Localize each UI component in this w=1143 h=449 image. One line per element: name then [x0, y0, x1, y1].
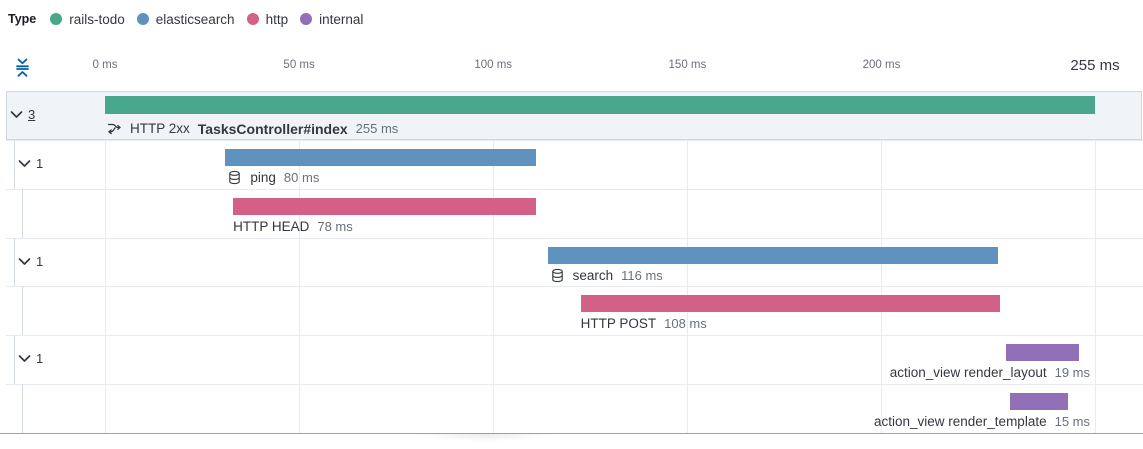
item-name: HTTP POST [580, 316, 657, 331]
row-separator [6, 384, 1143, 385]
row-separator [6, 140, 1143, 141]
row-separator [6, 335, 1143, 336]
accordion-guide-line [22, 384, 23, 433]
span-bar-search[interactable] [547, 247, 998, 264]
item-duration: 108 ms [664, 316, 707, 331]
chevron-down-icon [10, 110, 23, 118]
legend-dot [50, 13, 63, 25]
legend-item-label: internal [319, 11, 364, 27]
shadow-smudge [395, 434, 575, 444]
legend-item-label: rails-todo [69, 11, 125, 27]
legend-items: rails-todo elasticsearch http internal [50, 12, 363, 27]
item-duration: 80 ms [283, 170, 320, 185]
axis-tick-label: 50 ms [283, 59, 315, 71]
bar-label: action_view render_layout 19 ms [890, 364, 1090, 381]
bar-label: HTTP POST 108 ms [581, 315, 707, 332]
accordion-guide-line [22, 286, 23, 335]
item-name: action_view render_layout [889, 365, 1047, 380]
row-separator [6, 189, 1143, 190]
legend-dot [246, 13, 259, 25]
item-name: ping [250, 170, 276, 185]
bar-label: HTTP HEAD 78 ms [233, 218, 353, 235]
chevron-down-icon [18, 354, 31, 362]
legend-item-label: http [265, 11, 289, 27]
merge-icon [107, 123, 121, 135]
child-count: 1 [36, 155, 44, 171]
axis-tick-label: 150 ms [668, 59, 707, 71]
child-count: 1 [36, 253, 44, 269]
bar-label: search 116 ms [550, 267, 663, 284]
legend-dot [300, 13, 313, 25]
status-prefix: HTTP 2xx [130, 121, 190, 136]
axis-tick-label: 255 ms [1070, 57, 1120, 74]
expand-toggle[interactable]: 1 [18, 349, 43, 367]
span-bar-action-view-render-template[interactable] [1009, 393, 1068, 410]
accordion-guide-line [14, 335, 15, 384]
axis-tick-label: 0 ms [92, 59, 118, 71]
legend-item-label: elasticsearch [155, 11, 235, 27]
span-bar-ping[interactable] [225, 149, 536, 166]
item-name: TasksController#index [197, 120, 348, 137]
legend-dot [136, 13, 149, 25]
grid-line [105, 91, 106, 433]
grid-line [1095, 91, 1096, 433]
fold-vertical-icon [15, 58, 29, 77]
span-bar-action-view-render-layout[interactable] [1005, 344, 1080, 361]
collapse-all-button[interactable] [12, 58, 32, 78]
expand-toggle[interactable]: 1 [18, 252, 43, 270]
bar-label: action_view render_template 15 ms [874, 413, 1090, 430]
axis-tick-label: 100 ms [474, 59, 513, 71]
legend-item-rails-todo: rails-todo [50, 12, 125, 27]
child-count: 1 [36, 350, 44, 366]
grid-line [299, 91, 300, 433]
span-bar-http-post[interactable] [580, 295, 1000, 312]
row-separator [6, 286, 1143, 287]
expand-toggle[interactable]: 1 [18, 154, 43, 172]
chevron-down-icon [18, 159, 31, 167]
span-bar-http-head[interactable] [233, 198, 536, 215]
chevron-down-icon [18, 257, 31, 265]
child-count[interactable]: 3 [28, 106, 36, 122]
item-duration: 19 ms [1054, 365, 1090, 380]
accordion-guide-line [14, 238, 15, 286]
item-duration: 255 ms [355, 121, 399, 136]
item-duration: 116 ms [621, 268, 663, 283]
database-icon [551, 268, 563, 283]
item-duration: 15 ms [1054, 414, 1090, 429]
accordion-guide-line [14, 140, 15, 189]
trace-type-legend: Type rails-todo elasticsearch http internal [8, 9, 363, 29]
chart-bottom-border [0, 433, 1143, 434]
legend-item-internal: internal [300, 12, 363, 27]
item-name: search [572, 268, 614, 283]
bar-label: HTTP 2xx TasksController#index 255 ms [107, 120, 398, 137]
legend-title: Type [8, 12, 37, 26]
axis-tick-label: 200 ms [862, 59, 901, 71]
row-separator [6, 238, 1143, 239]
grid-line [493, 91, 494, 433]
legend-item-elasticsearch: elasticsearch [136, 11, 235, 27]
bar-label: ping 80 ms [227, 169, 319, 186]
database-icon [229, 170, 241, 185]
legend-item-http: http [246, 11, 289, 27]
accordion-guide-line [22, 189, 23, 238]
expand-toggle[interactable]: 3 [10, 105, 35, 123]
item-duration: 78 ms [317, 219, 353, 234]
item-name: HTTP HEAD [233, 219, 310, 234]
item-name: action_view render_template [873, 414, 1047, 429]
transaction-bar-taskscontroller-index[interactable] [105, 96, 1095, 114]
